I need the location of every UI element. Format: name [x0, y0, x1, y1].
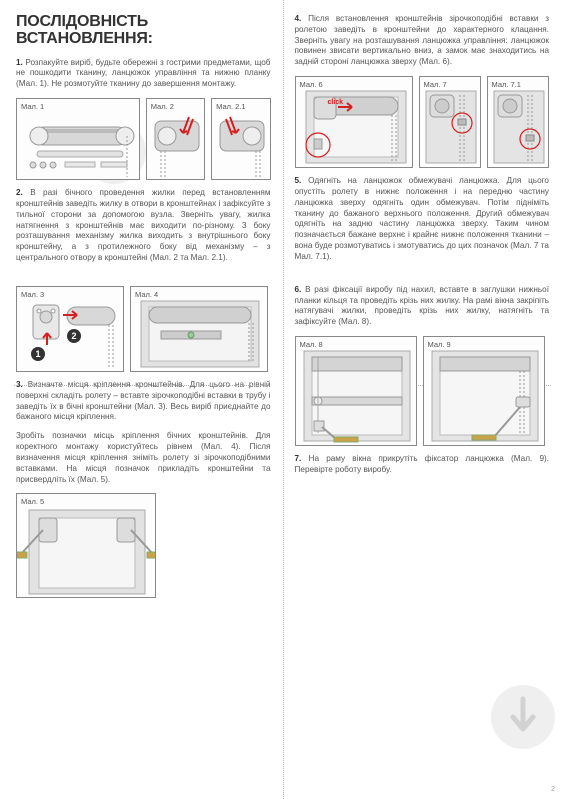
fig-6: Мал. 6 click: [295, 76, 413, 168]
step-6-text: 6. В разі фіксації виробу під нахил, вст…: [295, 285, 550, 328]
fig-label: Мал. 2.1: [216, 102, 245, 111]
fig-label: Мал. 8: [300, 340, 323, 349]
fig-6-sketch: [296, 77, 413, 168]
fig-7: Мал. 7: [419, 76, 481, 168]
fig-4: Мал. 4: [130, 286, 268, 372]
fig-2-1: Мал. 2.1: [211, 98, 270, 180]
hseparator-left: [14, 385, 269, 386]
fig-8-sketch: [296, 337, 417, 446]
fig-1-sketch: [17, 99, 140, 180]
fig-row-3: Мал. 5: [16, 493, 271, 598]
page-title: ПОСЛІДОВНІСТЬ ВСТАНОВЛЕННЯ:: [16, 14, 271, 48]
fig-5: Мал. 5: [16, 493, 156, 598]
step-7-text: 7. На раму вікна прикрутіть фіксатор лан…: [295, 454, 550, 476]
click-label: click: [328, 99, 344, 106]
step-3a-text: 3. Визначте місця кріплення кронштейнів.…: [16, 380, 271, 423]
fig-2: Мал. 2: [146, 98, 205, 180]
left-column: ПОСЛІДОВНІСТЬ ВСТАНОВЛЕННЯ: 1. Розпакуйт…: [0, 0, 283, 799]
fig-21-sketch: [212, 99, 270, 180]
fig-label: Мал. 7.1: [492, 80, 521, 89]
fig-7-sketch: [420, 77, 481, 168]
fig-label: Мал. 4: [135, 290, 158, 299]
fig-label: Мал. 3: [21, 290, 44, 299]
fig-4-sketch: [131, 287, 268, 372]
fig-9: Мал. 9: [423, 336, 545, 446]
fig-5-sketch: [17, 494, 156, 598]
fig-1: Мал. 1: [16, 98, 140, 180]
fig-row-4: Мал. 6 click Мал. 7: [295, 76, 550, 168]
right-column: 4. Після встановлення кронштейнів зірочк…: [283, 0, 565, 799]
step-2-text: 2. В разі бічного проведення жилки перед…: [16, 188, 271, 264]
fig-3: Мал. 3 2 1: [16, 286, 124, 372]
fig-9-sketch: [424, 337, 545, 446]
callout-1: 1: [31, 347, 45, 361]
fig-label: Мал. 9: [428, 340, 451, 349]
step-1-text: 1. Розпакуйте виріб, будьте обережні з г…: [16, 58, 271, 90]
fig-2-sketch: [147, 99, 205, 180]
step-5-text: 5. Одягніть на ланцюжок обмежувачі ланцю…: [295, 176, 550, 263]
fig-label: Мал. 2: [151, 102, 174, 111]
fig-71-sketch: [488, 77, 549, 168]
watermark-icon: [491, 685, 555, 749]
step-3b-text: Зробіть позначки місць кріплення бічних …: [16, 431, 271, 485]
page: ПОСЛІДОВНІСТЬ ВСТАНОВЛЕННЯ: 1. Розпакуйт…: [0, 0, 565, 799]
fig-label: Мал. 6: [300, 80, 323, 89]
fig-row-5: Мал. 8 Мал. 9: [295, 336, 550, 446]
fig-label: Мал. 5: [21, 497, 44, 506]
fig-label: Мал. 1: [21, 102, 44, 111]
step-4-text: 4. Після встановлення кронштейнів зірочк…: [295, 14, 550, 68]
fig-8: Мал. 8: [295, 336, 417, 446]
page-number: 2: [551, 786, 555, 793]
fig-7-1: Мал. 7.1: [487, 76, 549, 168]
callout-2: 2: [67, 329, 81, 343]
fig-label: Мал. 7: [424, 80, 447, 89]
fig-row-2: Мал. 3 2 1 Мал. 4: [16, 286, 271, 372]
